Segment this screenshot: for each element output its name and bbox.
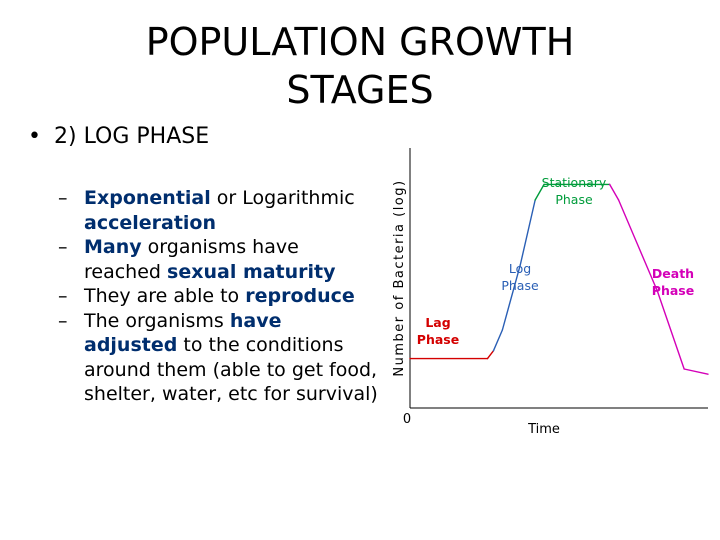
- phase-label-stationary-phase: Phase: [555, 192, 593, 207]
- curve-segment-death-phase: [656, 290, 685, 370]
- bullet-text: 2) LOG PHASE: [54, 124, 210, 149]
- slide-title-line2: STAGES: [286, 68, 434, 112]
- slide-title-line1: POPULATION GROWTH: [145, 20, 575, 64]
- item-highlight: acceleration: [84, 211, 216, 234]
- item-text: The organisms: [84, 309, 230, 332]
- sub-bullet-marker: –: [58, 187, 68, 209]
- sub-bullet-item: – The organisms have adjusted to the cond…: [58, 309, 378, 407]
- bullet-marker: •: [28, 124, 41, 149]
- item-highlight: Exponential: [84, 187, 211, 209]
- phase-label-lag-phase: Lag: [425, 315, 450, 330]
- item-highlight: Many: [84, 236, 142, 258]
- sub-bullet-marker: –: [58, 309, 68, 332]
- item-text: They are able to: [84, 285, 246, 307]
- sub-bullet-list: – Exponential or Logarithmic acceleration…: [58, 186, 378, 407]
- phase-label-death-phase: Phase: [652, 283, 694, 298]
- phase-labels: Lag Phase Log Phase Stationary Phase Death Phas…: [417, 175, 694, 347]
- curve-segment-log-phase: [519, 199, 536, 266]
- phase-label-death-phase: Death: [652, 266, 694, 281]
- origin-label: 0: [403, 412, 411, 427]
- item-text: or Logarithmic: [210, 187, 355, 209]
- curve-segment-death-phase: [608, 183, 620, 201]
- sub-bullet-item: – Exponential or Logarithmic acceleration: [58, 186, 378, 235]
- curve-segment-log-phase: [492, 329, 504, 352]
- growth-curve: [409, 183, 709, 375]
- y-axis-label: Number of Bacteria (log): [392, 179, 407, 376]
- curve-segment-stationary-phase: [534, 183, 545, 201]
- item-text: organisms have reached: [84, 236, 299, 283]
- main-bullet: • 2) LOG PHASE: [28, 120, 209, 154]
- curve-segment-death-phase: [683, 368, 709, 375]
- sub-bullet-marker: –: [58, 236, 68, 258]
- curve-segment-death-phase: [617, 199, 659, 292]
- curve-segment-log-phase: [501, 264, 521, 331]
- item-highlight: reproduce: [245, 285, 355, 307]
- phase-label-log-phase: Phase: [501, 278, 539, 293]
- curve-segment-lag-phase: [486, 350, 495, 360]
- sub-bullet-item: – They are able to reproduce: [58, 284, 378, 309]
- sub-bullet-item: – Many organisms have reached sexual matu…: [58, 235, 378, 284]
- sub-bullet-marker: –: [58, 285, 68, 307]
- item-text: to the conditions around them (able to g…: [84, 334, 378, 405]
- phase-label-lag-phase: Phase: [417, 332, 459, 347]
- phase-label-log-phase: Log: [509, 261, 531, 276]
- x-axis-label: Time: [527, 422, 560, 437]
- slide-title: POPULATION GROWTH STAGES: [60, 18, 660, 114]
- item-highlight: have adjusted: [84, 309, 282, 357]
- phase-label-stationary-phase: Stationary: [542, 175, 607, 190]
- item-highlight: sexual maturity: [167, 260, 336, 283]
